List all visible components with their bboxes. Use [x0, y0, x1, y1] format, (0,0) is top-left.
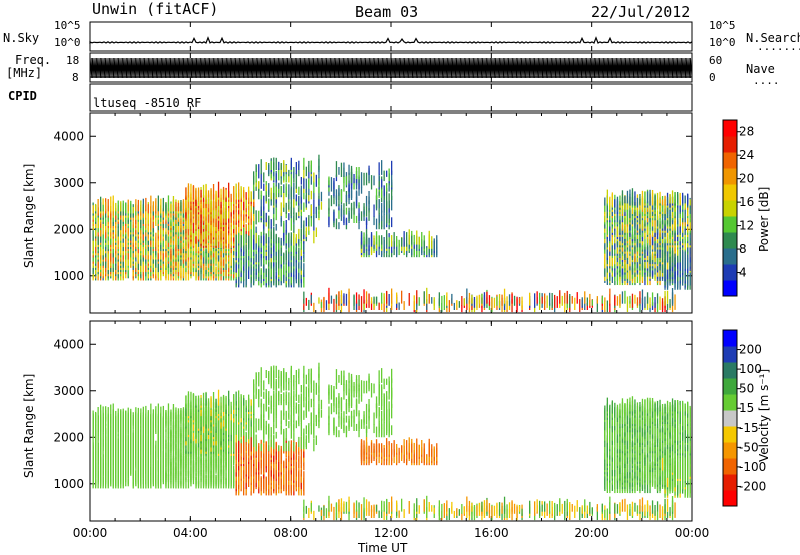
- velocity-cbar-label: 50: [739, 382, 754, 396]
- power-colorbar-segment: [723, 184, 737, 201]
- velocity-colorbar-segment: [723, 426, 737, 443]
- velocity-colorbar-segment: [723, 458, 737, 475]
- xtick-label: 16:00: [474, 526, 509, 540]
- xtick-label: 04:00: [173, 526, 208, 540]
- power-cbar-label: 4: [739, 266, 747, 280]
- power-colorbar-segment: [723, 232, 737, 249]
- power-cbar-label: 8: [739, 242, 747, 256]
- power-colorbar-segment: [723, 136, 737, 153]
- ytick-label: 2000: [53, 222, 84, 236]
- ytick-label: 4000: [53, 337, 84, 351]
- xtick-label: 00:00: [73, 526, 108, 540]
- xtick-label: 12:00: [374, 526, 409, 540]
- velocity-colorbar-segment: [723, 346, 737, 363]
- velocity-scatter: [93, 363, 691, 520]
- power-cbar-label: 20: [739, 172, 754, 186]
- ytick-label: 4000: [53, 129, 84, 143]
- ytick-label: 2000: [53, 430, 84, 444]
- ytick-label: 3000: [53, 384, 84, 398]
- power-cbar-label: 12: [739, 219, 754, 233]
- power-colorbar-segment: [723, 280, 737, 297]
- ytick-label: 1000: [53, 269, 84, 283]
- velocity-cbar-label: -15: [739, 421, 759, 435]
- velocity-colorbar-segment: [723, 362, 737, 379]
- velocity-cbar-label: 100: [739, 362, 762, 376]
- xtick-label: 08:00: [273, 526, 308, 540]
- ytick-label: 3000: [53, 176, 84, 190]
- ytick-label: 1000: [53, 477, 84, 491]
- power-colorbar-segment: [723, 248, 737, 265]
- xtick-label: 20:00: [574, 526, 609, 540]
- velocity-colorbar-segment: [723, 442, 737, 459]
- power-colorbar-segment: [723, 120, 737, 137]
- velocity-cbar-label: 200: [739, 343, 762, 357]
- power-colorbar-segment: [723, 200, 737, 217]
- velocity-colorbar-segment: [723, 490, 737, 507]
- velocity-cbar-label: -200: [739, 479, 766, 493]
- power-cbar-label: 24: [739, 148, 754, 162]
- xtick-label: 00:00: [675, 526, 710, 540]
- power-colorbar-segment: [723, 264, 737, 281]
- power-cbar-label: 28: [739, 125, 754, 139]
- power-scatter: [93, 155, 691, 312]
- power-cbar-label: 16: [739, 195, 754, 209]
- velocity-colorbar-segment: [723, 474, 737, 491]
- freq-trace: [90, 58, 692, 78]
- velocity-colorbar-segment: [723, 330, 737, 347]
- power-colorbar-segment: [723, 152, 737, 169]
- velocity-colorbar-segment: [723, 410, 737, 427]
- velocity-cbar-label: -50: [739, 440, 759, 454]
- velocity-colorbar-segment: [723, 394, 737, 411]
- velocity-cbar-label: 15: [739, 401, 754, 415]
- noise-trace: [90, 38, 692, 44]
- power-colorbar-segment: [723, 168, 737, 185]
- velocity-colorbar-segment: [723, 378, 737, 395]
- velocity-cbar-label: -100: [739, 460, 766, 474]
- power-colorbar-segment: [723, 216, 737, 233]
